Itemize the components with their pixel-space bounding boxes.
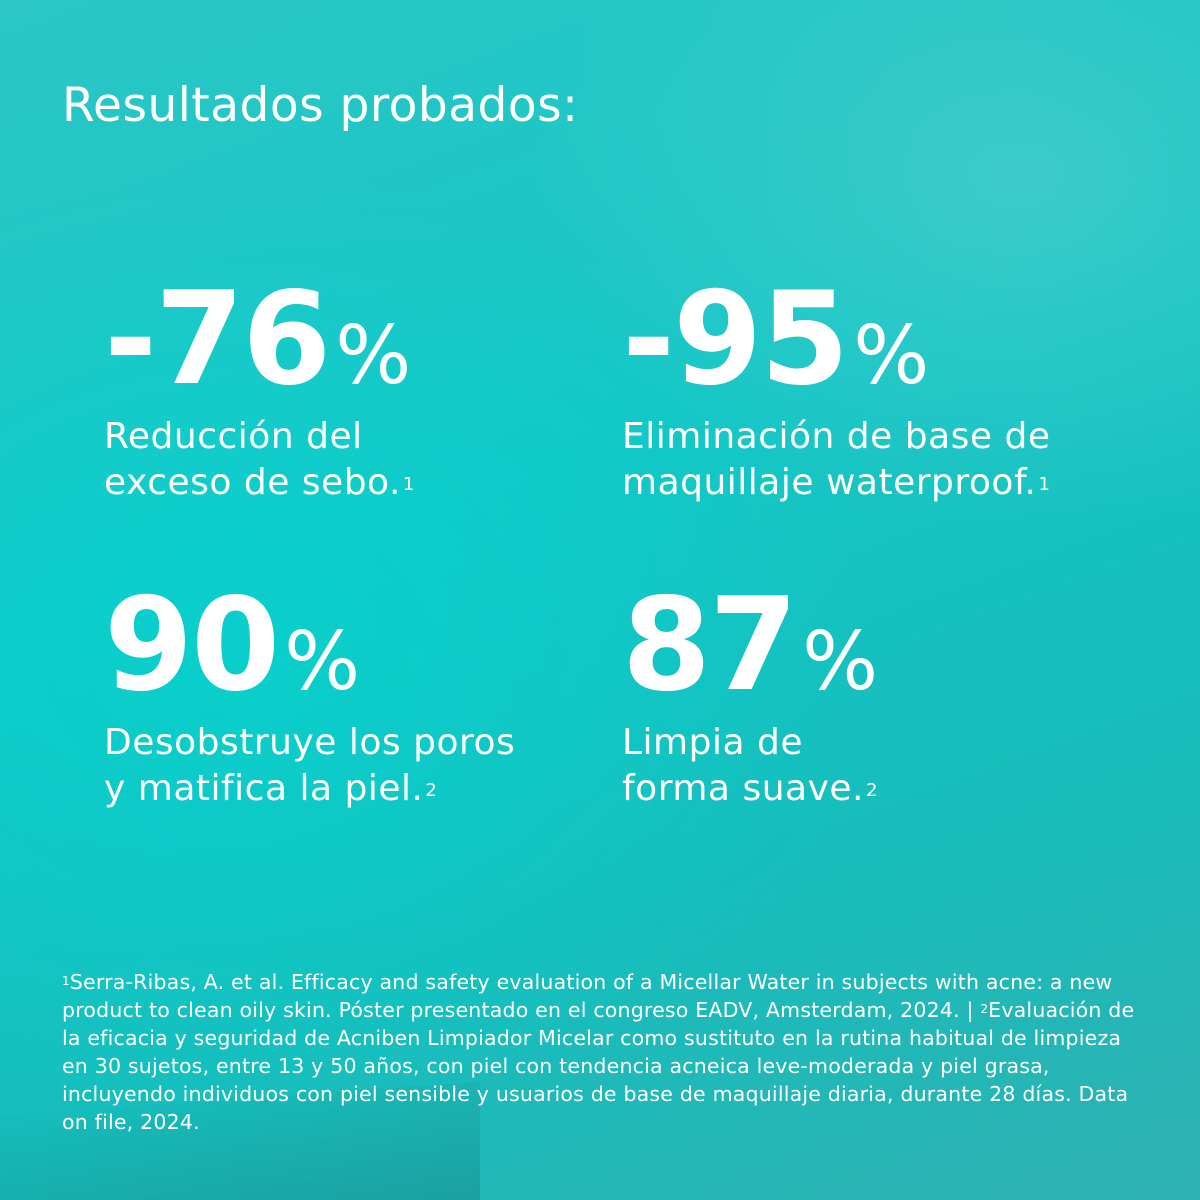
stat-sebum-reduction: -76% Reducción del exceso de sebo. 1 — [104, 276, 415, 506]
stat-description: Limpia de forma suave. 2 — [622, 720, 878, 812]
stat-figure: 87% — [622, 582, 878, 710]
footnote-marker: 2 — [425, 780, 438, 801]
stat-figure: 90% — [104, 582, 515, 710]
footnote-marker: 1 — [402, 474, 415, 495]
stat-value: 90 — [104, 571, 280, 720]
stat-figure: -95% — [622, 276, 1050, 404]
stat-description-line: Eliminación de base de — [622, 416, 1051, 457]
stat-unit: % — [335, 309, 412, 402]
stat-description-line: maquillaje waterproof. 1 — [622, 460, 1050, 506]
stat-description-text: y matifica la piel. — [104, 768, 424, 809]
references-footnote: 1Serra-Ribas, A. et al. Efficacy and saf… — [62, 968, 1142, 1136]
stat-description-line: Desobstruye los poros — [104, 722, 516, 763]
stat-makeup-removal: -95% Eliminación de base de maquillaje w… — [622, 276, 1050, 506]
stat-value: 87 — [622, 571, 798, 720]
stat-description-text: forma suave. — [622, 768, 864, 809]
stat-description: Reducción del exceso de sebo. 1 — [104, 414, 415, 506]
stat-description: Desobstruye los poros y matifica la piel… — [104, 720, 515, 812]
reference-1-text: Serra-Ribas, A. et al. Efficacy and safe… — [62, 970, 1113, 1022]
stat-unit: % — [802, 615, 879, 708]
stat-description-text: exceso de sebo. — [104, 462, 401, 503]
stat-value: -95 — [622, 265, 849, 414]
stat-pore-unclogging: 90% Desobstruye los poros y matifica la … — [104, 582, 515, 812]
page-title: Resultados probados: — [62, 78, 579, 133]
stat-description-line: forma suave. 2 — [622, 766, 878, 812]
stat-description: Eliminación de base de maquillaje waterp… — [622, 414, 1050, 506]
stat-description-text: maquillaje waterproof. — [622, 462, 1037, 503]
stat-unit: % — [284, 615, 361, 708]
stat-unit: % — [853, 309, 930, 402]
stat-gentle-cleansing: 87% Limpia de forma suave. 2 — [622, 582, 878, 812]
footnote-marker: 2 — [980, 1002, 989, 1016]
stat-value: -76 — [104, 265, 331, 414]
footnote-marker: 1 — [62, 974, 70, 988]
stat-description-line: Limpia de — [622, 722, 803, 763]
footnote-marker: 1 — [1038, 474, 1051, 495]
stat-figure: -76% — [104, 276, 415, 404]
stat-description-line: y matifica la piel. 2 — [104, 766, 515, 812]
stat-description-line: exceso de sebo. 1 — [104, 460, 415, 506]
stat-description-line: Reducción del — [104, 416, 363, 457]
footnote-marker: 2 — [865, 780, 878, 801]
reference-2-text: Evaluación de la eficacia y seguridad de… — [62, 998, 1135, 1134]
